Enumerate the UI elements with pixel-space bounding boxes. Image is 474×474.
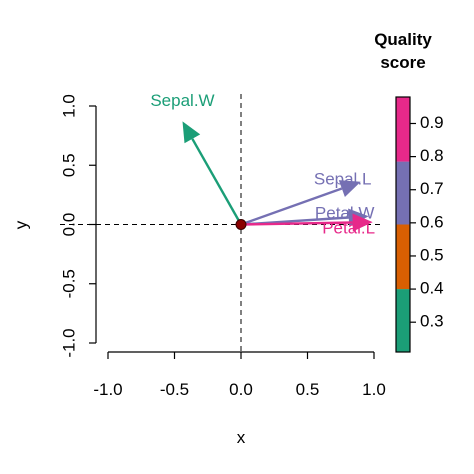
- origin-marker: [235, 219, 247, 230]
- vector-label: Sepal.W: [150, 91, 214, 110]
- x-tick-label: 0.5: [296, 380, 320, 399]
- colorbar: 0.3 0.4 0.5 0.6 0.7 0.8 0.9 Quality score: [374, 30, 444, 353]
- colorbar-segment: [396, 161, 410, 225]
- vector-label: Sepal.L: [314, 169, 372, 188]
- vector-arrowhead: [352, 213, 373, 232]
- vector-arrowhead: [182, 121, 201, 144]
- colorbar-tick-label: 0.3: [420, 312, 444, 331]
- vector-arrowhead: [338, 180, 361, 197]
- colorbar-tick-label: 0.9: [420, 113, 444, 132]
- vector-shaft: [240, 187, 343, 226]
- colorbar-tick-label: 0.6: [420, 212, 444, 231]
- x-tick-label: -0.5: [160, 380, 189, 399]
- y-tick-label: 0.0: [59, 213, 78, 237]
- x-tick-label: -1.0: [93, 380, 122, 399]
- colorbar-segment: [396, 224, 410, 290]
- vector-sepal-w: Sepal.W: [150, 91, 243, 226]
- y-tick-label: -1.0: [59, 328, 78, 357]
- origin-point: [235, 219, 247, 230]
- colorbar-title-line: Quality: [374, 30, 432, 49]
- x-tick-label: 1.0: [362, 380, 386, 399]
- vector-shaft: [191, 138, 243, 226]
- vector-label: Petal.L: [322, 219, 375, 238]
- colorbar-frame: [395, 96, 411, 353]
- colorbar-tick-label: 0.4: [420, 279, 444, 298]
- y-tick-label: -0.5: [59, 269, 78, 298]
- y-axis-title: y: [11, 220, 30, 229]
- vector-sepal-l: Sepal.L: [240, 169, 372, 226]
- x-tick-label: 0.0: [229, 380, 253, 399]
- colorbar-tick-label: 0.7: [420, 179, 444, 198]
- y-tick-label: 1.0: [59, 94, 78, 118]
- vector-petal-l: Petal.L: [240, 213, 375, 238]
- colorbar-segment: [396, 289, 410, 352]
- y-tick-label: 0.5: [59, 153, 78, 177]
- vector-shaft: [240, 221, 353, 226]
- colorbar-segment: [396, 97, 410, 162]
- x-axis-title: x: [237, 428, 246, 447]
- colorbar-title-line: score: [380, 53, 425, 72]
- colorbar-tick-label: 0.8: [420, 146, 444, 165]
- colorbar-tick-label: 0.5: [420, 245, 444, 264]
- axes: -1.0 -0.5 0.0 0.5 1.0 -1.0 -0.5 0.0 0.5 1.0: [59, 94, 385, 399]
